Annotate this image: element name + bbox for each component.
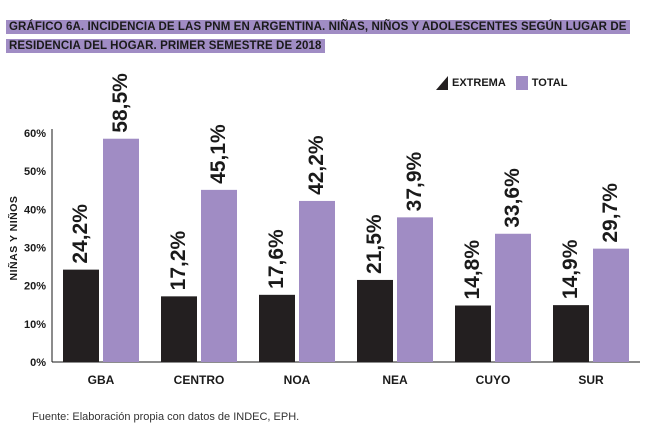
chart-title: GRÁFICO 6A. INCIDENCIA DE LAS PNM EN ARG… [6, 18, 642, 56]
data-label-extrema-noa: 17,6% [265, 229, 288, 289]
y-tick-label: 30% [24, 243, 46, 255]
bar-total-centro [201, 189, 237, 362]
data-label-extrema-cuyo: 14,8% [461, 240, 484, 300]
data-label-total-noa: 42,2% [305, 135, 328, 195]
data-label-total-centro: 45,1% [207, 124, 230, 184]
source-note: Fuente: Elaboración propia con datos de … [32, 411, 300, 423]
legend-label-total: TOTAL [531, 77, 568, 89]
bar-extrema-nea [357, 279, 393, 362]
y-tick-label: 0% [30, 357, 46, 369]
bar-extrema-sur [553, 305, 589, 362]
bar-extrema-cuyo [455, 305, 491, 362]
data-label-total-gba: 58,5% [109, 73, 132, 133]
y-tick-label: 60% [24, 128, 46, 140]
data-label-total-nea: 37,9% [403, 151, 426, 211]
bar-total-noa [299, 200, 335, 362]
bar-total-gba [103, 138, 139, 362]
data-label-extrema-gba: 24,2% [69, 204, 92, 264]
legend-item-total: TOTAL [515, 76, 568, 90]
legend-label-extrema: EXTREMA [452, 77, 506, 89]
bar-extrema-centro [161, 296, 197, 362]
y-tick-label: 40% [24, 204, 46, 216]
x-tick-label: SUR [578, 373, 604, 387]
x-tick-label: NEA [382, 373, 408, 387]
bar-extrema-noa [259, 294, 295, 362]
legend-item-extrema: EXTREMA [436, 76, 506, 90]
data-label-extrema-sur: 14,9% [559, 239, 582, 299]
legend: EXTREMA TOTAL [436, 76, 577, 90]
y-tick-label: 20% [24, 281, 46, 293]
y-tick-label: 10% [24, 319, 46, 331]
legend-swatch-total [515, 76, 528, 90]
bar-total-sur [593, 248, 629, 362]
x-tick-label: NOA [284, 373, 311, 387]
bar-total-cuyo [495, 233, 531, 362]
data-label-total-sur: 29,7% [599, 183, 622, 243]
x-tick-label: CENTRO [174, 373, 225, 387]
data-label-extrema-centro: 17,2% [167, 230, 190, 290]
x-tick-label: GBA [88, 373, 115, 387]
data-label-extrema-nea: 21,5% [363, 214, 386, 274]
data-label-total-cuyo: 33,6% [501, 168, 524, 228]
x-tick-label: CUYO [476, 373, 511, 387]
bar-total-nea [397, 217, 433, 362]
y-tick-label: 50% [24, 166, 46, 178]
bar-extrema-gba [63, 269, 99, 362]
